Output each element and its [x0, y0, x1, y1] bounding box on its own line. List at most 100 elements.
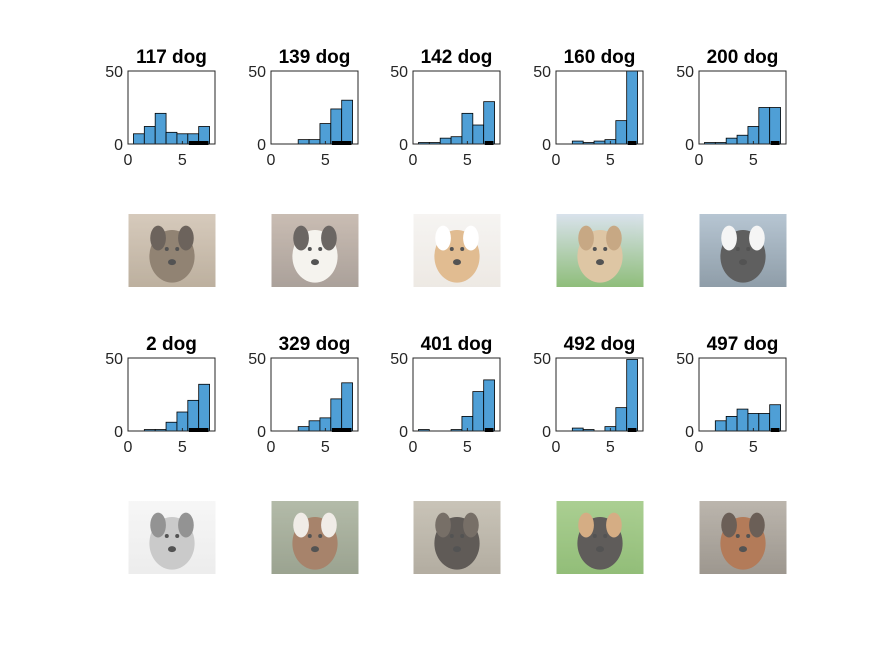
- histogram-bar: [165, 131, 178, 145]
- y-tick-label: 50: [248, 351, 266, 368]
- y-tick-label: 50: [533, 64, 551, 81]
- y-tick-label: 50: [105, 351, 123, 368]
- x-tick-label: 5: [178, 152, 187, 169]
- y-tick-label: 0: [399, 137, 408, 154]
- histogram-bar: [615, 120, 628, 145]
- axes-box: [270, 70, 359, 145]
- histogram-bar: [461, 112, 474, 145]
- y-tick-label: 0: [542, 137, 551, 154]
- x-tick-label: 0: [552, 152, 561, 169]
- histogram-bar: [330, 108, 343, 145]
- chart-title: 2 dog: [146, 334, 197, 355]
- histogram-bar: [154, 112, 167, 145]
- histogram-bar: [472, 391, 485, 432]
- chart-title: 160 dog: [564, 47, 636, 68]
- black-dog-photo: [413, 501, 501, 574]
- x-tick-label: 5: [463, 152, 472, 169]
- y-tick-label: 0: [542, 424, 551, 441]
- histogram-bar: [341, 382, 353, 432]
- histogram-bar: [758, 413, 771, 432]
- spaniel-lying-photo: [271, 214, 359, 287]
- x-tick-label: 0: [267, 152, 276, 169]
- histogram-bar: [626, 70, 638, 145]
- histogram-bar: [198, 383, 210, 432]
- wild-dog-photo: [128, 214, 216, 287]
- axes-box: [412, 357, 501, 432]
- histogram-bar: [330, 398, 343, 432]
- chart-title: 329 dog: [279, 334, 351, 355]
- histogram-bar: [725, 137, 738, 145]
- histogram-bar: [133, 133, 145, 145]
- histogram-bar: [297, 426, 310, 432]
- australian-shepherd-photo: [556, 501, 644, 574]
- terrier-closeup-photo: [413, 214, 501, 287]
- histogram-bar: [450, 136, 463, 145]
- histogram-bar: [308, 420, 321, 432]
- y-tick-label: 50: [390, 64, 408, 81]
- histogram-bar: [341, 99, 353, 145]
- bloodhound-photo: [699, 501, 787, 574]
- chart-title: 497 dog: [707, 334, 779, 355]
- x-tick-label: 0: [124, 152, 133, 169]
- x-tick-label: 5: [606, 152, 615, 169]
- y-tick-label: 50: [533, 351, 551, 368]
- histogram-bar: [308, 139, 321, 145]
- y-tick-label: 50: [676, 64, 694, 81]
- y-tick-label: 0: [257, 137, 266, 154]
- histogram-bar: [736, 134, 749, 145]
- black-puppy-photo: [699, 214, 787, 287]
- y-tick-label: 0: [114, 424, 123, 441]
- x-tick-label: 5: [749, 439, 758, 456]
- y-tick-label: 50: [390, 351, 408, 368]
- x-tick-label: 0: [267, 439, 276, 456]
- y-tick-label: 0: [399, 424, 408, 441]
- y-tick-label: 50: [105, 64, 123, 81]
- histogram-bar: [736, 408, 749, 432]
- y-tick-label: 0: [114, 137, 123, 154]
- x-tick-label: 0: [695, 439, 704, 456]
- histogram-bar: [143, 126, 156, 145]
- chart-title: 139 dog: [279, 47, 351, 68]
- axes-box: [412, 70, 501, 145]
- histogram-bar: [714, 420, 727, 432]
- axes-box: [270, 357, 359, 432]
- axes-box: [127, 357, 216, 432]
- histogram-bar: [297, 139, 310, 145]
- histogram-bar: [472, 124, 485, 145]
- histogram-bar: [439, 137, 452, 145]
- x-tick-label: 5: [749, 152, 758, 169]
- axes-box: [698, 70, 787, 145]
- histogram-bar: [165, 421, 178, 432]
- chart-title: 492 dog: [564, 334, 636, 355]
- y-tick-label: 50: [676, 351, 694, 368]
- axes-box: [698, 357, 787, 432]
- x-tick-label: 5: [178, 439, 187, 456]
- x-tick-label: 5: [463, 439, 472, 456]
- y-tick-label: 0: [685, 137, 694, 154]
- chart-title: 117 dog: [136, 47, 207, 68]
- chart-title: 142 dog: [421, 47, 493, 68]
- axes-box: [555, 70, 644, 145]
- chart-title: 401 dog: [421, 334, 493, 355]
- histogram-bar: [187, 399, 200, 432]
- histogram-bar: [483, 379, 495, 432]
- axes-box: [127, 70, 216, 145]
- x-tick-label: 5: [606, 439, 615, 456]
- histogram-bar: [725, 415, 738, 432]
- histogram-bar: [319, 123, 332, 145]
- x-tick-label: 0: [409, 439, 418, 456]
- histogram-bar: [615, 407, 628, 432]
- histogram-bar: [626, 359, 638, 432]
- axes-box: [555, 357, 644, 432]
- y-tick-label: 0: [685, 424, 694, 441]
- x-tick-label: 5: [321, 152, 330, 169]
- histogram-bar: [758, 107, 771, 145]
